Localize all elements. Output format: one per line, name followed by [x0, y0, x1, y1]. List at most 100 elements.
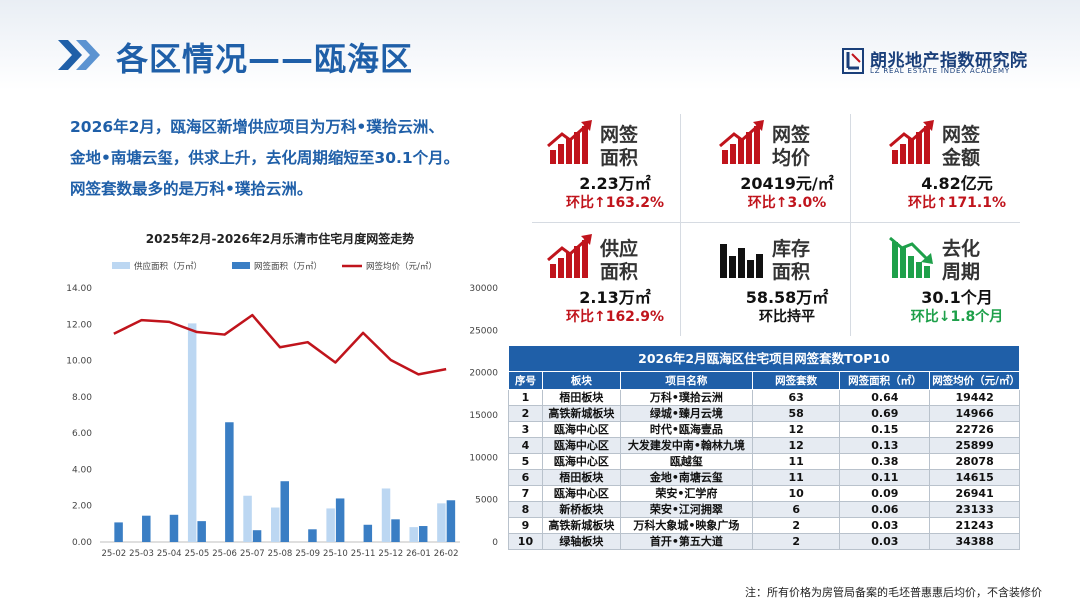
kpi-card-average-price: 网签均价 20419元/㎡ 环比↑3.0% [712, 118, 872, 218]
summary-line: 2026年2月，瓯海区新增供应项目为万科•璞拾云洲、 [70, 118, 444, 136]
x-tick-label: 25-03 [129, 549, 154, 559]
table-cell: 荣安•江河拥翠 [619, 501, 753, 518]
table-cell: 首开•第五大道 [619, 533, 753, 550]
table-header: 项目名称 [619, 371, 753, 390]
kpi-value: 2.13万㎡ [579, 288, 651, 307]
table-cell: 11 [751, 453, 841, 470]
table-row: 2 高铁新城板块 绿城•臻月云境 58 0.69 14966 [508, 405, 1020, 422]
table-cell: 1 [508, 389, 543, 406]
x-tick-label: 25-10 [323, 549, 348, 559]
kpi-card-destocking-cycle: 去化周期 30.1个月 环比↓1.8个月 [882, 232, 1042, 332]
y-right-tick-label: 10000 [469, 453, 498, 463]
rising-bar-chart-icon [719, 120, 764, 164]
signed-area-bar [114, 522, 123, 542]
table-row: 4 瓯海中心区 大发建发中南•翰林九境 12 0.13 25899 [508, 437, 1020, 454]
table-row: 1 梧田板块 万科•璞拾云洲 63 0.64 19442 [508, 389, 1020, 406]
kpi-label: 网签面积 [600, 124, 639, 169]
kpi-change: 环比持平 [759, 309, 815, 325]
table-cell: 绿轴板块 [541, 533, 621, 550]
table-cell: 0.38 [839, 453, 931, 470]
summary-text: 2026年2月，瓯海区新增供应项目为万科•璞拾云洲、 金地•南塘云玺，供求上升，… [70, 112, 510, 205]
table-cell: 7 [508, 485, 543, 502]
kpi-change: 环比↑3.0% [747, 195, 827, 211]
y-right-tick-label: 20000 [469, 369, 498, 379]
rising-bar-chart-icon [889, 120, 934, 164]
table-header: 网签套数 [751, 371, 841, 390]
table-cell: 14966 [929, 405, 1020, 422]
kpi-card-signed-area: 网签面积 2.23万㎡ 环比↑163.2% [540, 118, 700, 218]
kpi-value: 58.58万㎡ [745, 288, 829, 307]
signed-area-bar [391, 519, 400, 542]
table-cell: 21243 [929, 517, 1020, 534]
signed-area-bar [142, 515, 151, 542]
y-left-tick-label: 6.00 [72, 429, 92, 439]
table-cell: 8 [508, 501, 543, 518]
signed-area-bar [446, 500, 456, 542]
chart-title: 2025年2月-2026年2月乐清市住宅月度网签走势 [145, 232, 415, 246]
table-cell: 万科•璞拾云洲 [619, 389, 753, 406]
table-cell: 万科大象城•映象广场 [619, 517, 753, 534]
signed-area-bar [225, 422, 234, 542]
table-cell: 11 [751, 469, 841, 486]
table-header: 网签面积（㎡） [839, 371, 931, 390]
table-header: 序号 [508, 371, 543, 390]
table-cell: 28078 [929, 453, 1020, 470]
double-chevron-icon [58, 40, 100, 70]
y-right-tick-label: 30000 [469, 284, 498, 294]
y-right-tick-label: 0 [492, 538, 498, 548]
supply-area-bar [271, 507, 280, 542]
rising-bar-chart-icon [547, 120, 592, 164]
kpi-divider [850, 114, 851, 336]
table-cell: 0.11 [839, 469, 931, 486]
signed-area-bar [335, 498, 345, 542]
kpi-label: 库存面积 [772, 238, 811, 283]
table-cell: 梧田板块 [541, 389, 621, 406]
legend-label: 供应面积（万㎡） [134, 261, 202, 272]
supply-area-bar [437, 503, 446, 542]
table-cell: 14615 [929, 469, 1020, 486]
table-cell: 金地•南塘云玺 [619, 469, 753, 486]
table-cell: 大发建发中南•翰林九境 [619, 437, 753, 454]
table-cell: 瓯越玺 [619, 453, 753, 470]
kpi-value: 2.23万㎡ [579, 174, 651, 193]
x-tick-label: 25-09 [295, 549, 320, 559]
x-tick-label: 25-08 [268, 549, 293, 559]
top10-table: 2026年2月瓯海区住宅项目网签套数TOP10 序号 板块 项目名称 网签套数 … [508, 345, 1020, 550]
y-right-tick-label: 5000 [475, 496, 498, 506]
table-cell: 0.03 [839, 517, 931, 534]
kpi-change: 环比↑171.1% [907, 195, 1007, 211]
table-row: 7 瓯海中心区 荣安•汇学府 10 0.09 26941 [508, 485, 1020, 502]
kpi-divider [532, 222, 1020, 223]
kpi-label: 网签均价 [772, 124, 811, 169]
kpi-divider [680, 114, 681, 336]
kpi-change: 环比↓1.8个月 [910, 309, 1004, 325]
table-cell: 3 [508, 421, 543, 438]
table-cell: 34388 [929, 533, 1020, 550]
monthly-sales-chart: 供应面积（万㎡） 网签面积（万㎡） 网签均价（元/㎡） 0.00 2.00 4.00 6.0… [66, 261, 498, 559]
table-cell: 12 [751, 437, 841, 454]
y-left-tick-label: 4.00 [72, 465, 92, 475]
table-cell: 0.69 [839, 405, 931, 422]
legend-label: 网签面积（万㎡） [254, 261, 322, 272]
table-cell: 10 [751, 485, 841, 502]
table-cell: 2 [751, 517, 841, 534]
table-cell: 梧田板块 [541, 469, 621, 486]
table-cell: 5 [508, 453, 543, 470]
table-row: 10 绿轴板块 首开•第五大道 2 0.03 34388 [508, 533, 1020, 550]
rising-bar-chart-icon [547, 234, 592, 278]
supply-area-bar [243, 495, 252, 542]
signed-area-bar [363, 524, 373, 542]
kpi-value: 20419元/㎡ [740, 174, 834, 193]
table-cell: 高铁新城板块 [541, 405, 621, 422]
x-tick-label: 26-02 [434, 549, 459, 559]
table-header-row: 序号 板块 项目名称 网签套数 网签面积（㎡） 网签均价（元/㎡） [508, 371, 1020, 390]
supply-area-bar [187, 323, 197, 542]
legend-swatch [112, 262, 130, 269]
y-left-tick-label: 8.00 [72, 393, 92, 403]
summary-line: 金地•南塘云玺，供求上升，去化周期缩短至30.1个月。 [70, 149, 460, 167]
y-right-tick-label: 25000 [469, 326, 498, 336]
kpi-value: 4.82亿元 [921, 174, 993, 193]
signed-area-bar [308, 529, 317, 542]
bar-chart-icon [720, 244, 763, 278]
table-row: 5 瓯海中心区 瓯越玺 11 0.38 28078 [508, 453, 1020, 470]
